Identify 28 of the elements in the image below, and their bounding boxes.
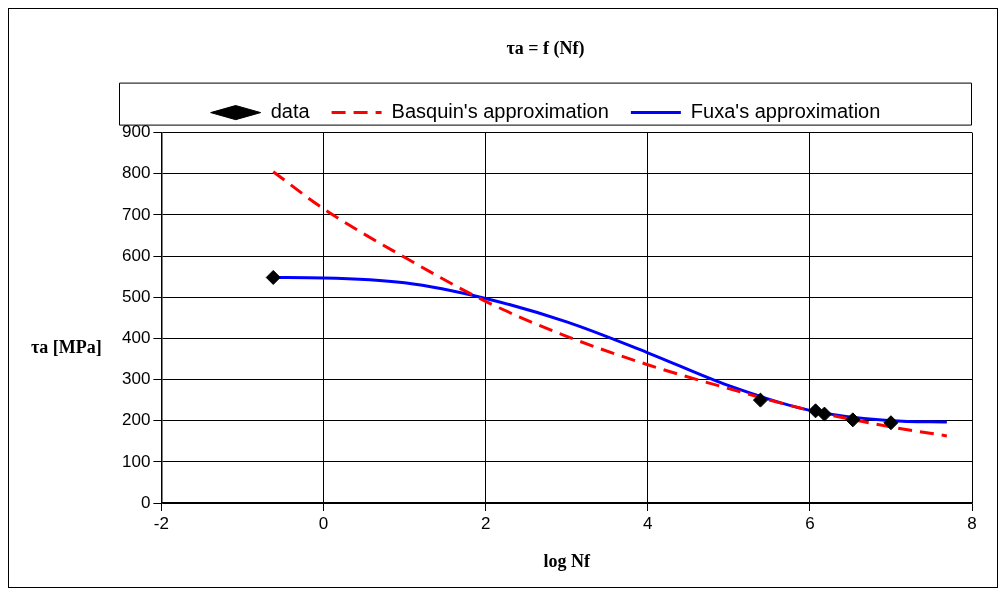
point [883,415,899,431]
y-tick-label: 300 [121,369,151,389]
y-tick-label: 800 [121,163,151,183]
y-tick-label: 400 [121,328,151,348]
legend-label: data [270,100,311,123]
legend-label: Basquin's approximation [391,100,609,123]
x-tick-label: 2 [480,513,491,533]
chart-title: τa = f (Nf) [506,38,585,60]
x-tick-label: 4 [643,513,653,533]
y-tick-label: 600 [121,245,151,265]
point [816,406,832,422]
y-tick-label: 500 [121,286,151,306]
y-tick-label: 700 [121,204,151,224]
y-tick-label: 900 [121,122,151,142]
x-axis-title: log Nf [543,550,591,571]
y-tick-label: 100 [121,451,151,471]
x-tick-label: 0 [318,513,329,533]
point [845,412,861,428]
y-tick-label: 200 [121,410,151,430]
line-series [271,170,949,438]
legend-label: Fuxa's approximation [690,100,881,123]
x-tick-label: 6 [805,513,815,533]
y-tick-label: 0 [140,492,151,512]
point [265,269,281,285]
point [752,392,768,408]
y-axis-title: τa [MPa] [31,337,102,358]
x-tick-label: 8 [967,513,977,533]
x-tick-label: -2 [153,513,169,533]
